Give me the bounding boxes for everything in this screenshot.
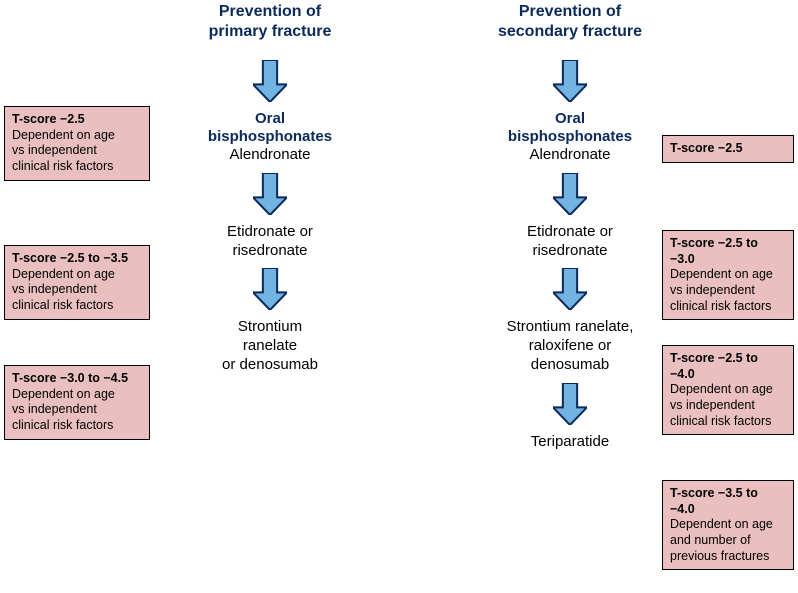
criteria-line: Dependent on age — [670, 517, 773, 531]
drug-alendronate: Alendronate — [508, 146, 632, 165]
criteria-box: T-score −2.5 to −3.5Dependent on agevs i… — [4, 245, 150, 320]
criteria-tscore: T-score −2.5 — [670, 141, 786, 157]
criteria-line: clinical risk factors — [12, 298, 113, 312]
secondary-heading: Prevention of secondary fracture — [498, 2, 642, 42]
primary-heading-l2: primary fracture — [209, 23, 332, 40]
criteria-line: Dependent on age — [12, 128, 115, 142]
secondary-heading-l1: Prevention of — [519, 3, 621, 20]
criteria-tscore: T-score −2.5 to −4.0 — [670, 351, 786, 382]
arrow-icon — [253, 60, 287, 102]
criteria-line: previous fractures — [670, 549, 769, 563]
criteria-box: T-score −2.5 to −4.0Dependent on age vs i… — [662, 345, 794, 435]
primary-stage-1: Oral bisphosphonates Alendronate — [208, 110, 332, 165]
criteria-line: clinical risk factors — [670, 414, 771, 428]
criteria-tscore: T-score −3.5 to −4.0 — [670, 486, 786, 517]
secondary-stage-4: Teriparatide — [531, 433, 609, 452]
oral-bisphosphonates-heading: Oral bisphosphonates — [208, 110, 332, 146]
primary-stage-3: Strontium ranelate or denosumab — [222, 318, 318, 374]
secondary-prevention-column: Prevention of secondary fracture Oral bi… — [470, 0, 670, 451]
criteria-line: and number of — [670, 533, 751, 547]
primary-stage-2: Etidronate or risedronate — [227, 223, 313, 261]
primary-heading: Prevention of primary fracture — [209, 2, 332, 42]
criteria-line: clinical risk factors — [12, 418, 113, 432]
criteria-line: Dependent on age — [670, 382, 773, 396]
criteria-tscore: T-score −2.5 to −3.0 — [670, 236, 786, 267]
criteria-box: T-score −2.5 to −3.0Dependent on age vs i… — [662, 230, 794, 320]
criteria-line: Dependent on age — [12, 267, 115, 281]
criteria-line: clinical risk factors — [670, 299, 771, 313]
criteria-line: vs independent — [670, 283, 755, 297]
criteria-line: vs independent — [670, 398, 755, 412]
criteria-tscore: T-score −2.5 — [12, 112, 142, 128]
criteria-line: Dependent on age — [12, 387, 115, 401]
arrow-icon — [253, 173, 287, 215]
criteria-line: vs independent — [12, 282, 97, 296]
secondary-stage-2: Etidronate or risedronate — [527, 223, 613, 261]
arrow-icon — [553, 60, 587, 102]
arrow-icon — [553, 268, 587, 310]
criteria-line: vs independent — [12, 402, 97, 416]
arrow-icon — [553, 383, 587, 425]
secondary-heading-l2: secondary fracture — [498, 23, 642, 40]
secondary-stage-3: Strontium ranelate, raloxifene or denosu… — [507, 318, 634, 374]
primary-prevention-column: Prevention of primary fracture Oral bisp… — [170, 0, 370, 375]
criteria-line: Dependent on age — [670, 267, 773, 281]
criteria-box: T-score −2.5 — [662, 135, 794, 163]
criteria-line: vs independent — [12, 143, 97, 157]
drug-alendronate: Alendronate — [208, 146, 332, 165]
criteria-box: T-score −3.5 to −4.0Dependent on age and … — [662, 480, 794, 570]
arrow-icon — [553, 173, 587, 215]
oral-bisphosphonates-heading: Oral bisphosphonates — [508, 110, 632, 146]
criteria-tscore: T-score −2.5 to −3.5 — [12, 251, 142, 267]
secondary-stage-1: Oral bisphosphonates Alendronate — [508, 110, 632, 165]
criteria-box: T-score −2.5Dependent on agevs independe… — [4, 106, 150, 181]
criteria-box: T-score −3.0 to −4.5Dependent on agevs i… — [4, 365, 150, 440]
criteria-tscore: T-score −3.0 to −4.5 — [12, 371, 142, 387]
criteria-line: clinical risk factors — [12, 159, 113, 173]
primary-heading-l1: Prevention of — [219, 3, 321, 20]
arrow-icon — [253, 268, 287, 310]
